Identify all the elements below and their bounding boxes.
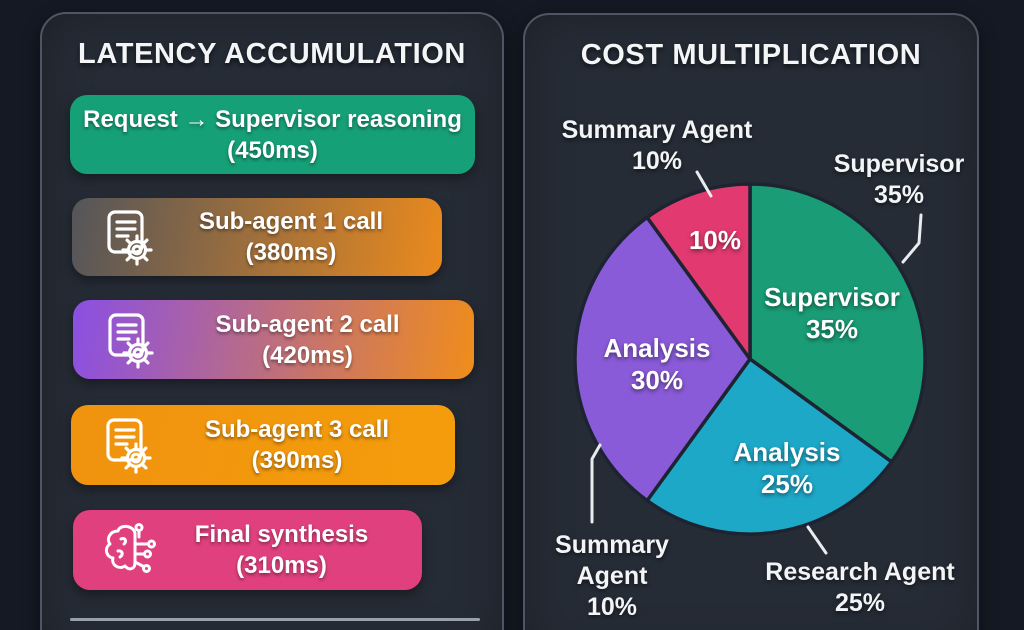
leader-line — [590, 443, 602, 524]
document-gear-icon — [93, 413, 157, 477]
leader-line — [806, 525, 828, 555]
pie-label-line: 35% — [805, 314, 859, 344]
annotation-line: 10% — [631, 147, 683, 175]
step-text: Sub-agent 3 call (390ms) — [71, 414, 455, 476]
pie-inside-label: 10% — [689, 224, 741, 256]
pie-label-line: 25% — [760, 469, 814, 499]
cost-card: COST MULTIPLICATION Supervisor 35% Analysi… — [523, 13, 979, 630]
step-label: Sub-agent 1 call — [198, 208, 384, 235]
pie-outside-label: Summary Agent 10% — [562, 115, 753, 177]
annotation-line: 35% — [873, 181, 925, 209]
pie-slice-summary-agent-10 — [645, 182, 752, 361]
pie-slice-analysis-30 — [573, 215, 752, 503]
annotation-line: Supervisor — [833, 150, 965, 178]
pie-label-line: 10% — [688, 225, 742, 255]
document-gear-icon — [95, 308, 159, 372]
latency-card: LATENCY ACCUMULATION Request → Superviso… — [40, 12, 504, 630]
step-text: Sub-agent 1 call (380ms) — [72, 206, 442, 268]
pie-inside-label: Analysis 30% — [604, 332, 711, 396]
leader-line — [695, 170, 713, 198]
leader-line — [901, 213, 923, 264]
pie-label-line: Supervisor — [764, 282, 900, 312]
step-duration: (310ms) — [236, 552, 327, 579]
pie-label-line: Analysis — [603, 333, 711, 363]
step-text: Final synthesis (310ms) — [73, 519, 422, 581]
annotation-line: 25% — [834, 589, 886, 617]
pie-svg — [573, 170, 927, 555]
annotation-line: Agent — [576, 562, 648, 590]
step-duration: (380ms) — [245, 239, 337, 266]
latency-step: Sub-agent 1 call (380ms) — [72, 198, 442, 276]
step-duration: (390ms) — [251, 447, 343, 474]
bottom-divider — [70, 618, 480, 621]
latency-panel-title: LATENCY ACCUMULATION — [78, 38, 466, 70]
step-label: Request → Supervisor reasoning — [83, 105, 462, 133]
step-duration: (450ms) — [227, 136, 318, 164]
step-label: Sub-agent 2 call — [215, 310, 400, 338]
brain-circuit-icon — [95, 518, 159, 582]
annotation-line: Summary — [555, 531, 669, 559]
latency-step: Final synthesis (310ms) — [73, 510, 422, 590]
step-text: Sub-agent 2 call (420ms) — [73, 309, 474, 371]
pie-outside-label: Research Agent 25% — [765, 557, 954, 619]
pie-slice-analysis-25 — [645, 357, 894, 536]
pie-outside-label: Summary Agent 10% — [555, 530, 669, 623]
annotation-line: Research Agent — [765, 558, 955, 586]
annotation-line: Summary Agent — [561, 116, 753, 144]
step-duration: (420ms) — [262, 341, 353, 369]
pie-inside-label: Supervisor 35% — [764, 281, 900, 345]
document-gear-icon — [94, 205, 158, 269]
step-label: Sub-agent 3 call — [204, 416, 390, 443]
pie-outside-label: Supervisor 35% — [834, 149, 965, 211]
latency-step: Sub-agent 3 call (390ms) — [71, 405, 455, 485]
latency-step: Sub-agent 2 call (420ms) — [73, 300, 474, 379]
annotation-line: 10% — [586, 593, 638, 621]
latency-step: Request → Supervisor reasoning (450ms) — [70, 95, 475, 174]
pie-inside-label: Analysis 25% — [734, 436, 841, 500]
cost-panel-title: COST MULTIPLICATION — [580, 39, 922, 71]
pie-slice-supervisor-35 — [748, 182, 927, 464]
step-text: Request → Supervisor reasoning (450ms) — [70, 104, 475, 166]
step-label: Final synthesis — [194, 521, 369, 548]
pie-label-line: Analysis — [733, 437, 841, 467]
pie-label-line: 30% — [630, 365, 684, 395]
